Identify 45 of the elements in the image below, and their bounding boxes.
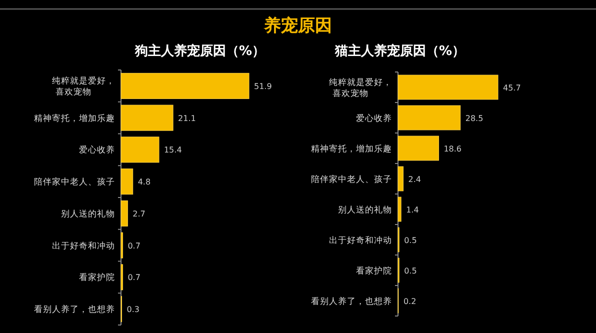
data-label: 0.5 bbox=[404, 236, 417, 245]
bar bbox=[398, 196, 402, 222]
y-tick-label: 别人送的礼物 bbox=[61, 208, 115, 220]
chart-title: 狗主人养宠原因（%） bbox=[134, 43, 266, 59]
data-label: 1.4 bbox=[406, 205, 419, 214]
data-label: 21.1 bbox=[178, 114, 196, 123]
bar bbox=[120, 104, 174, 131]
bar bbox=[398, 136, 439, 161]
data-label: 2.4 bbox=[408, 174, 421, 184]
y-tick-label: 出于好奇和冲动 bbox=[329, 234, 392, 246]
y-tick-label: 纯粹就是爱好，喜欢宠物 bbox=[329, 76, 392, 99]
data-label: 0.7 bbox=[128, 273, 140, 282]
bar bbox=[120, 168, 134, 195]
data-label: 51.9 bbox=[254, 82, 272, 91]
data-label: 2.7 bbox=[132, 209, 146, 218]
data-label: 4.8 bbox=[138, 178, 151, 187]
y-tick-label: 看家护院 bbox=[79, 272, 115, 284]
bar bbox=[398, 105, 461, 130]
data-label: 0.5 bbox=[404, 266, 417, 276]
y-tick-label: 爱心收养 bbox=[356, 112, 392, 124]
y-tick-label: 陪伴家中老人、孩子 bbox=[34, 176, 115, 188]
chart-title: 猫主人养宠原因（%） bbox=[334, 43, 466, 59]
data-label: 0.2 bbox=[403, 296, 416, 306]
bar bbox=[120, 200, 128, 226]
y-tick-label: 精神寄托，增加乐趣 bbox=[311, 143, 392, 154]
y-tick-label: 精神寄托，增加乐趣 bbox=[34, 112, 115, 124]
data-label: 18.6 bbox=[444, 144, 462, 154]
bar bbox=[120, 136, 160, 163]
bar bbox=[120, 72, 250, 99]
y-tick-label: 纯粹就是爱好，喜欢宠物 bbox=[52, 75, 115, 98]
data-label: 15.4 bbox=[164, 146, 182, 155]
y-tick-label: 看家护院 bbox=[356, 265, 392, 276]
y-tick-label: 陪伴家中老人、孩子 bbox=[311, 174, 392, 185]
text: 养宠原因 bbox=[263, 16, 332, 36]
y-tick-label: 出于好奇和冲动 bbox=[52, 240, 115, 252]
data-label: 0.7 bbox=[128, 241, 140, 250]
y-tick-label: 看别人养了，也想养 bbox=[311, 296, 392, 307]
data-label: 0.3 bbox=[126, 305, 140, 314]
bar bbox=[398, 166, 404, 192]
y-tick-label: 看别人养了，也想养 bbox=[34, 304, 115, 316]
data-label: 45.7 bbox=[503, 83, 521, 92]
data-label: 28.5 bbox=[465, 114, 484, 123]
bar bbox=[398, 74, 498, 100]
y-tick-label: 爱心收养 bbox=[79, 144, 115, 156]
y-tick-label: 别人送的礼物 bbox=[338, 204, 392, 216]
